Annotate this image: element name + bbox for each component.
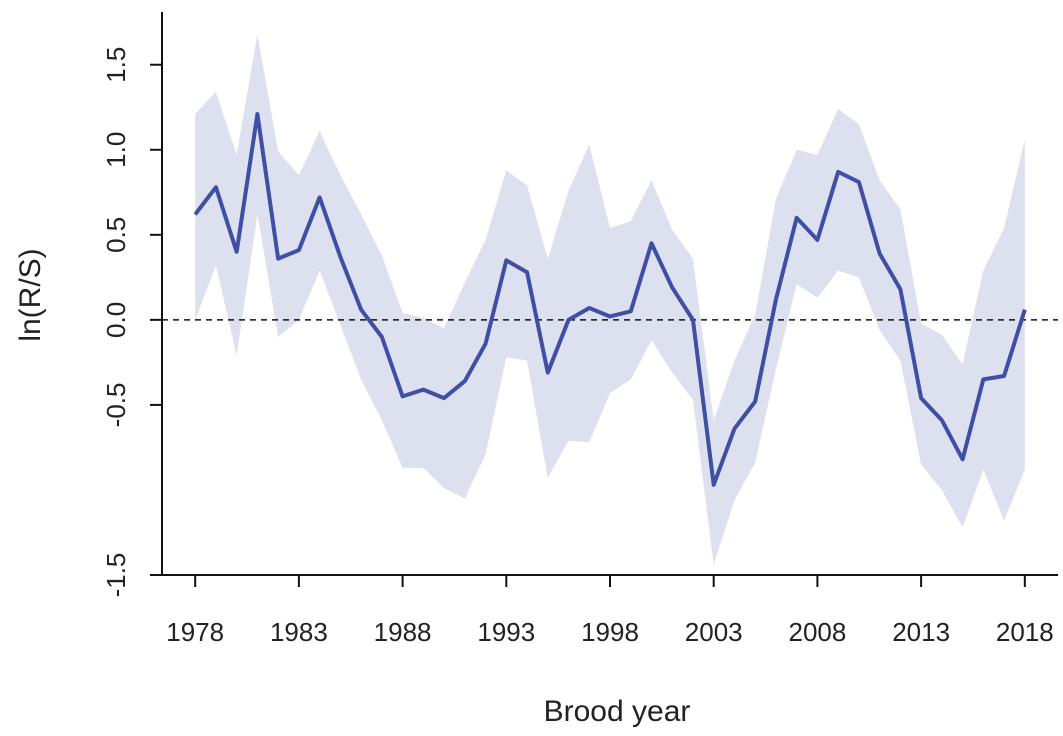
x-tick-label: 2008	[788, 617, 846, 647]
y-tick-label: 1.5	[101, 47, 131, 83]
y-axis-title: ln(R/S)	[14, 248, 47, 341]
confidence-band	[195, 34, 1025, 565]
x-tick-label: 1998	[581, 617, 639, 647]
x-tick-label: 2018	[996, 617, 1054, 647]
x-axis-title: Brood year	[544, 695, 691, 728]
y-tick-label: -0.5	[101, 383, 131, 428]
y-tick-label: 1.0	[101, 132, 131, 168]
x-tick-label: 2013	[892, 617, 950, 647]
y-tick-label: -1.5	[101, 553, 131, 598]
data-line	[193, 112, 1027, 487]
y-tick-label: 0.0	[101, 302, 131, 338]
x-tick-label: 1988	[374, 617, 432, 647]
x-tick-label: 2003	[685, 617, 743, 647]
x-tick-label: 1983	[270, 617, 328, 647]
y-tick-label: 0.5	[101, 217, 131, 253]
x-tick-label: 1978	[166, 617, 224, 647]
x-tick-label: 1993	[477, 617, 535, 647]
